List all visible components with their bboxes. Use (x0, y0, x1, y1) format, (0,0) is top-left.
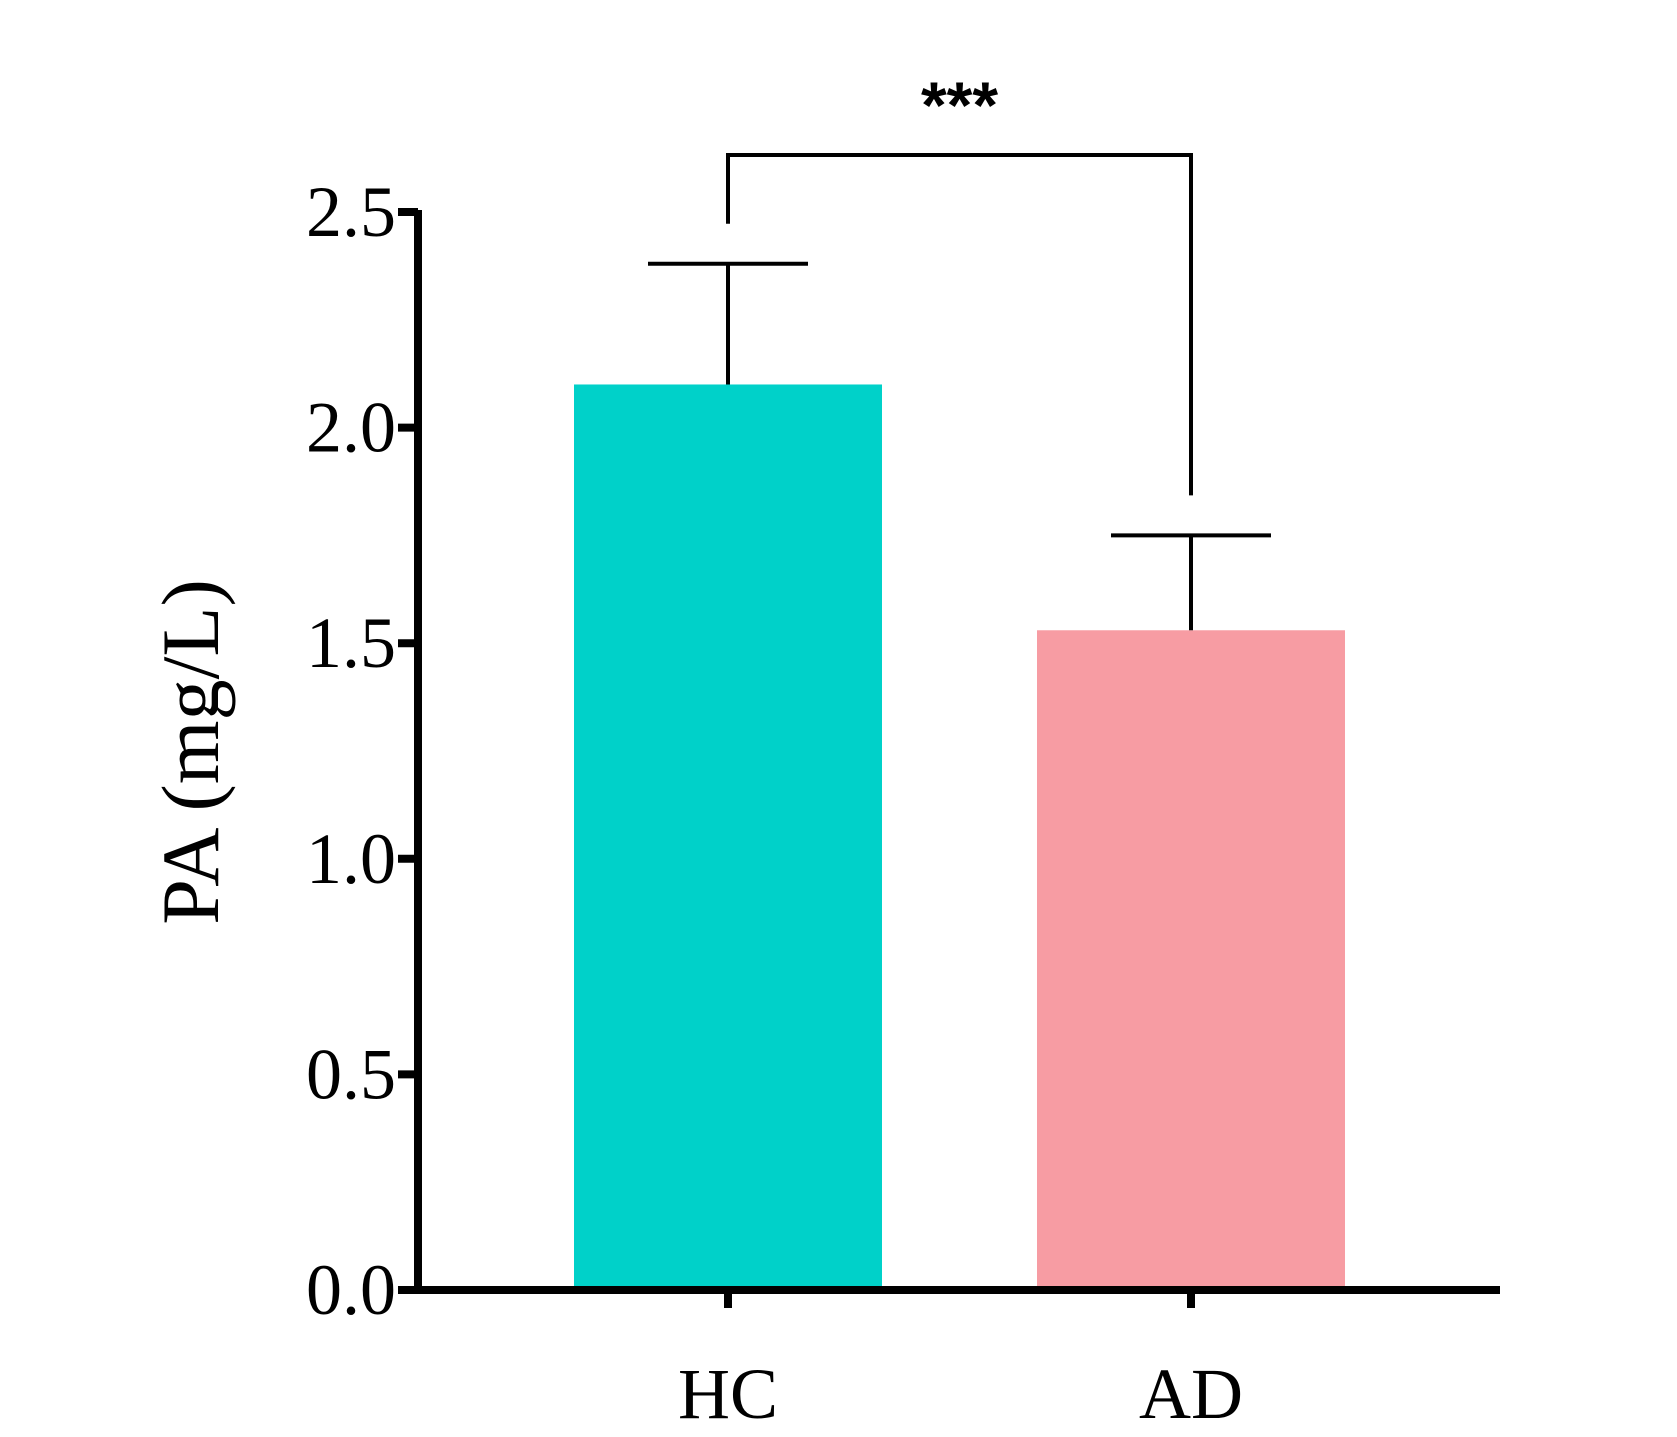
bar-ad (1037, 630, 1345, 1286)
y-tick-label: 2.5 (306, 172, 396, 252)
x-tick-label-hc: HC (678, 1354, 778, 1434)
significance-group: *** (726, 68, 1193, 496)
y-tick-label: 0.5 (306, 1034, 396, 1114)
y-tick-label: 2.0 (306, 388, 396, 468)
y-axis-title: PA (mg/L) (145, 579, 236, 925)
bar-hc (574, 384, 882, 1287)
y-tick-label: 1.0 (306, 819, 396, 899)
y-tick-label: 0.0 (306, 1250, 396, 1330)
y-tick-label: 1.5 (306, 603, 396, 683)
significance-label: *** (921, 68, 998, 142)
bars-group (574, 384, 1345, 1287)
error-bars-group (648, 261, 1271, 631)
significance-bracket (726, 153, 1193, 496)
axes-group (404, 210, 1500, 1294)
x-tick-label-ad: AD (1139, 1354, 1243, 1434)
x-ticks-group: HC AD (678, 1290, 1243, 1434)
y-ticks-group: 0.0 0.5 1.0 1.5 2.0 2.5 (306, 172, 418, 1330)
